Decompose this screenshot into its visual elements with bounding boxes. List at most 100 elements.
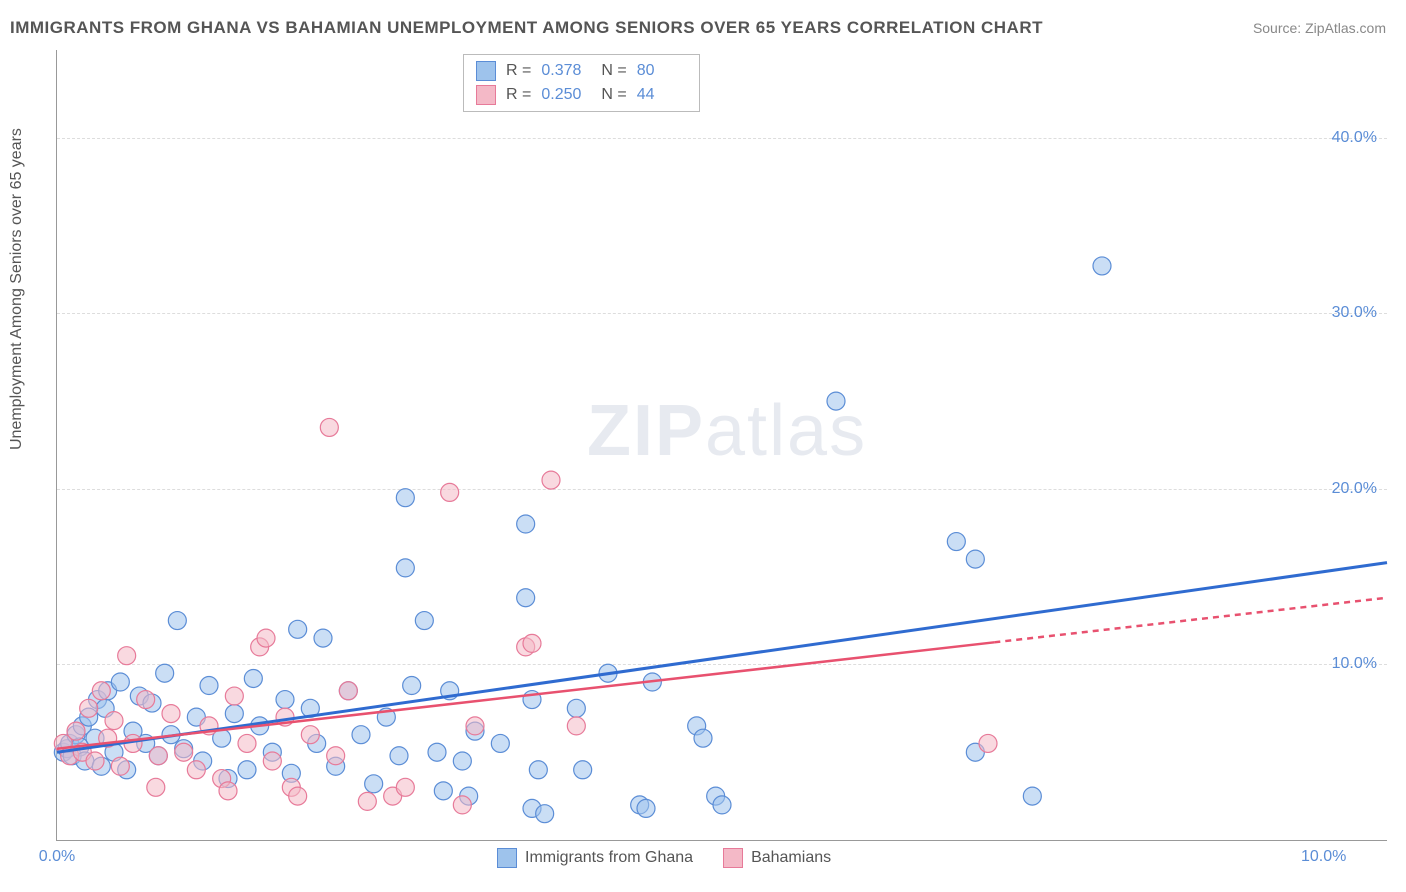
stat-r-label: R = <box>506 62 531 80</box>
data-point <box>175 743 193 761</box>
data-point <box>111 673 129 691</box>
data-point <box>80 699 98 717</box>
data-point <box>441 483 459 501</box>
x-tick-label: 10.0% <box>1301 848 1346 866</box>
data-point <box>244 669 262 687</box>
stat-r-label: R = <box>506 86 531 104</box>
data-point <box>428 743 446 761</box>
legend-item: Immigrants from Ghana <box>497 848 693 868</box>
stat-n-value: 44 <box>637 86 687 104</box>
data-point <box>339 682 357 700</box>
data-point <box>637 799 655 817</box>
data-point <box>352 726 370 744</box>
data-point <box>365 775 383 793</box>
data-point <box>517 589 535 607</box>
source-value: ZipAtlas.com <box>1305 20 1386 36</box>
data-point <box>403 677 421 695</box>
chart-title: IMMIGRANTS FROM GHANA VS BAHAMIAN UNEMPL… <box>10 18 1043 38</box>
stats-legend-box: R = 0.378 N = 80 R = 0.250 N = 44 <box>463 54 700 112</box>
data-point <box>574 761 592 779</box>
data-point <box>536 805 554 823</box>
data-point <box>301 726 319 744</box>
data-point <box>225 705 243 723</box>
data-point <box>238 761 256 779</box>
regression-line <box>57 563 1387 753</box>
data-point <box>466 717 484 735</box>
data-point <box>390 747 408 765</box>
data-point <box>200 677 218 695</box>
data-point <box>149 747 167 765</box>
data-point <box>156 664 174 682</box>
chart-container: IMMIGRANTS FROM GHANA VS BAHAMIAN UNEMPL… <box>0 0 1406 892</box>
data-point <box>713 796 731 814</box>
y-axis-label: Unemployment Among Seniors over 65 years <box>8 128 26 450</box>
series-legend: Immigrants from Ghana Bahamians <box>497 848 831 868</box>
data-point <box>517 515 535 533</box>
data-point <box>168 612 186 630</box>
data-point <box>67 722 85 740</box>
legend-label: Bahamians <box>751 849 831 867</box>
data-point <box>276 691 294 709</box>
data-point <box>263 752 281 770</box>
data-point <box>947 533 965 551</box>
data-point <box>396 559 414 577</box>
data-point <box>137 691 155 709</box>
data-point <box>979 734 997 752</box>
source-label: Source: <box>1253 20 1301 36</box>
data-point <box>415 612 433 630</box>
data-point <box>162 705 180 723</box>
scatter-svg <box>57 50 1387 840</box>
data-point <box>118 647 136 665</box>
data-point <box>289 787 307 805</box>
data-point <box>529 761 547 779</box>
data-point <box>225 687 243 705</box>
data-point <box>327 747 345 765</box>
stat-n-label: N = <box>601 86 626 104</box>
stat-r-value: 0.250 <box>541 86 591 104</box>
data-point <box>396 489 414 507</box>
stat-n-value: 80 <box>637 62 687 80</box>
stat-r-value: 0.378 <box>541 62 591 80</box>
data-point <box>320 418 338 436</box>
data-point <box>567 717 585 735</box>
data-point <box>147 778 165 796</box>
data-point <box>314 629 332 647</box>
data-point <box>542 471 560 489</box>
data-point <box>491 734 509 752</box>
data-point <box>257 629 275 647</box>
data-point <box>92 682 110 700</box>
plot-area: ZIPatlas 10.0%20.0%30.0%40.0% 0.0%10.0% … <box>56 50 1387 841</box>
data-point <box>86 752 104 770</box>
data-point <box>396 778 414 796</box>
legend-label: Immigrants from Ghana <box>525 849 693 867</box>
legend-swatch <box>723 848 743 868</box>
legend-swatch <box>476 85 496 105</box>
stat-n-label: N = <box>601 62 626 80</box>
data-point <box>238 734 256 752</box>
x-tick-label: 0.0% <box>39 848 75 866</box>
legend-swatch <box>476 61 496 81</box>
regression-line <box>57 642 994 748</box>
data-point <box>111 757 129 775</box>
data-point <box>434 782 452 800</box>
data-point <box>567 699 585 717</box>
data-point <box>358 792 376 810</box>
data-point <box>694 729 712 747</box>
stats-row: R = 0.250 N = 44 <box>476 83 687 107</box>
data-point <box>966 550 984 568</box>
data-point <box>827 392 845 410</box>
legend-swatch <box>497 848 517 868</box>
data-point <box>105 712 123 730</box>
data-point <box>1093 257 1111 275</box>
source-citation: Source: ZipAtlas.com <box>1253 20 1386 36</box>
data-point <box>523 634 541 652</box>
legend-item: Bahamians <box>723 848 831 868</box>
data-point <box>219 782 237 800</box>
stats-row: R = 0.378 N = 80 <box>476 59 687 83</box>
data-point <box>289 620 307 638</box>
data-point <box>453 796 471 814</box>
data-point <box>187 761 205 779</box>
regression-line-dashed <box>994 598 1387 643</box>
data-point <box>1023 787 1041 805</box>
data-point <box>453 752 471 770</box>
